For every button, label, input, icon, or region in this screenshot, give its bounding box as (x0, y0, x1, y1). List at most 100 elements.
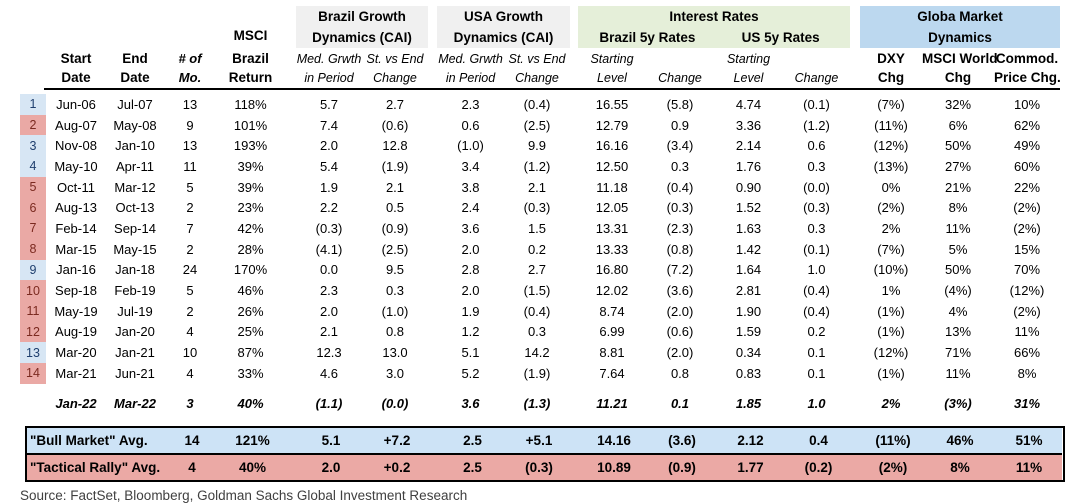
cell: (0.1) (803, 96, 830, 112)
cell: (0.9) (381, 220, 409, 236)
cell: (0.0) (803, 179, 830, 195)
cell: 32% (944, 96, 972, 112)
row-index: 9 (20, 259, 46, 281)
col-header-us-st-vs-end-2: Change (515, 71, 559, 85)
cell: 1.52 (735, 200, 762, 216)
cell: Feb-14 (55, 220, 97, 236)
row-index: 13 (20, 342, 46, 363)
cell: 7 (186, 220, 194, 236)
current-period-row: Jan-22 Mar-22 3 40% (1.1) (0.0) 3.6 (1.3) 11.21 0… (20, 394, 1060, 415)
cell: (1.5) (523, 283, 551, 299)
col-header-br-st-vs-end-2: Change (373, 71, 417, 85)
cell: 2% (881, 220, 901, 236)
cell: 11.21 (596, 396, 628, 412)
subheader-row-1: Start End # of Brazil Med. Grwth St. vs … (20, 51, 1060, 66)
cell: 46% (946, 433, 974, 449)
cell: 25% (237, 324, 264, 340)
cell: (1%) (877, 303, 905, 319)
row-index: 6 (20, 197, 46, 219)
table-row: 11 May-19 Jul-19 2 26% 2.0 (1.0) 1.9 (0.4) 8.74 (2… (20, 300, 1060, 322)
cell: 1.77 (737, 460, 764, 476)
subheader-row-2: Date Date Mo. Return in Period Change in… (20, 70, 1060, 85)
col-header-br-st-vs-end: St. vs End (366, 52, 424, 66)
cell: (0.9) (668, 460, 696, 476)
cell: 2 (186, 303, 194, 319)
us-5y-header: US 5y Rates (741, 30, 820, 45)
cell: (2%) (1013, 220, 1041, 236)
cell: 12.79 (595, 117, 629, 133)
cell: 0.8 (385, 324, 405, 340)
col-header-dxy: DXY (877, 51, 905, 66)
cell: 2 (186, 200, 194, 216)
cell: 2.1 (385, 179, 405, 195)
cell: 0.6 (461, 117, 480, 133)
col-header-br5y-starting: Starting (590, 52, 634, 66)
cell: 7.4 (319, 117, 339, 133)
cell: Mar-15 (55, 241, 97, 257)
cell: Jan-10 (115, 138, 155, 154)
cell: 2.8 (461, 262, 480, 278)
col-header-us-med-grwth-2: in Period (445, 71, 496, 85)
row-index: 14 (20, 362, 46, 384)
cell: +0.2 (383, 460, 411, 476)
cell: (2.0) (666, 345, 694, 361)
cell: 22% (1013, 179, 1041, 195)
cell: 39% (237, 158, 264, 174)
table-row: 10 Sep-18 Feb-19 5 46% 2.3 0.3 2.0 (1.5) 12.02 (3.… (20, 280, 1060, 301)
cell: 13.0 (382, 345, 408, 361)
col-header-br-med-grwth-2: in Period (304, 71, 354, 85)
cell: 4 (186, 324, 194, 340)
cell: 2% (881, 396, 901, 412)
cell: 0.6 (807, 138, 826, 154)
col-header-us5y-level: Level (733, 71, 764, 85)
cell: (1.0) (381, 303, 409, 319)
cell: (0.3) (525, 460, 553, 476)
cell: 15% (1013, 241, 1041, 257)
col-header-us-st-vs-end: St. vs End (508, 52, 566, 66)
cell: 3.0 (385, 365, 405, 381)
cell: 10% (1013, 96, 1041, 112)
cell: 14.2 (524, 345, 550, 361)
cell: (2.3) (666, 220, 694, 236)
cell: (0.1) (803, 241, 830, 257)
cell: 8.74 (599, 303, 625, 319)
cell: Jul-07 (117, 96, 153, 112)
cell: 1.63 (735, 220, 762, 236)
cell: 13 (182, 96, 198, 112)
row-index: 4 (20, 156, 46, 177)
cell: 51% (1015, 433, 1043, 449)
cell: Feb-19 (114, 283, 156, 299)
cell: Aug-19 (55, 324, 97, 340)
cell: 3.36 (735, 117, 762, 133)
cell: (1.0) (457, 138, 484, 154)
summary-label: "Tactical Rally" Avg. (30, 460, 161, 476)
cell: Nov-08 (55, 138, 97, 154)
cell: 11.18 (596, 179, 628, 195)
cell: 10 (182, 345, 198, 361)
col-header-msci: Brazil (232, 51, 269, 66)
cell: 12.3 (316, 345, 342, 361)
cell: 5.1 (461, 345, 480, 361)
cell: 2.4 (461, 200, 480, 216)
row-index: 5 (20, 176, 46, 198)
cell: 0.3 (670, 158, 690, 174)
cell: 0.1 (670, 396, 690, 412)
cell: Jan-18 (115, 262, 155, 278)
cell: 101% (233, 117, 268, 133)
cell: (0.4) (523, 303, 551, 319)
cell: (2.0) (666, 303, 694, 319)
col-header-end: End (122, 51, 148, 66)
col-header-msci-world: MSCI World (922, 51, 998, 66)
cell: (2%) (878, 460, 908, 476)
cell: 4 (186, 365, 194, 381)
cell: 6% (948, 117, 968, 133)
row-index: 8 (20, 238, 46, 260)
cell: (1.2) (803, 117, 830, 133)
cell: Jul-19 (117, 303, 153, 319)
cell: (0.4) (803, 283, 830, 299)
cell: 12.8 (382, 138, 408, 154)
cell: 0.2 (527, 241, 547, 257)
cell: 0.0 (319, 262, 339, 278)
table-header: Brazil Growth Dynamics (CAI) USA Growth … (20, 0, 1074, 91)
cell: May-19 (54, 303, 98, 319)
